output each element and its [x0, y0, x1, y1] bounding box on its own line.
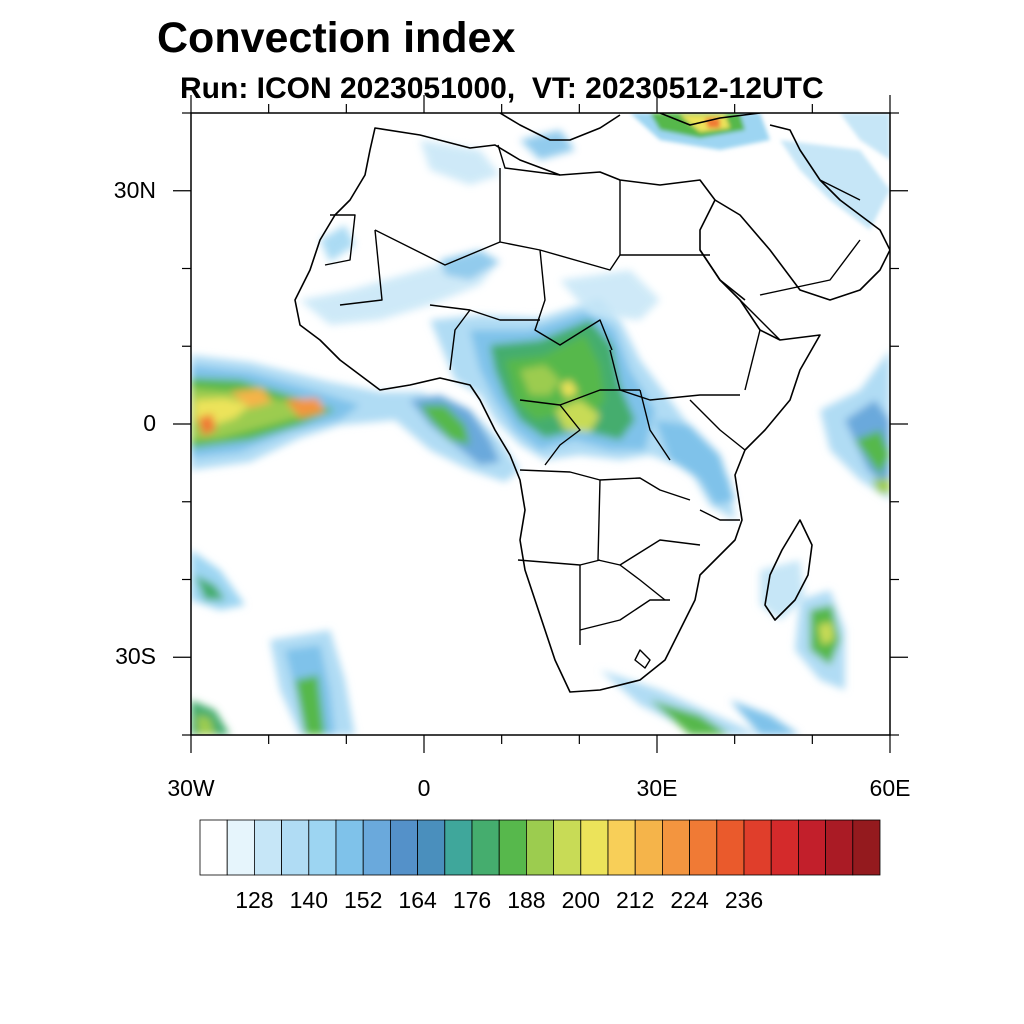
- y-tick-label: 30S: [115, 643, 156, 670]
- colorbar-swatch: [362, 819, 391, 876]
- colorbar-swatch: [689, 819, 718, 876]
- colorbar: [199, 819, 881, 876]
- colorbar-swatch: [389, 819, 418, 876]
- x-tick-label: 0: [417, 775, 431, 801]
- colorbar-label: 140: [289, 887, 328, 913]
- colorbar-label: 188: [507, 887, 546, 913]
- convection-area: [795, 590, 845, 690]
- y-tick-label: 30N: [113, 176, 156, 203]
- colorbar-swatch: [444, 819, 473, 876]
- colorbar-swatch: [580, 819, 609, 876]
- convection-field: [191, 113, 890, 735]
- axis-ticks: [173, 95, 908, 753]
- convection-area: [300, 130, 660, 325]
- convection-area: [191, 355, 520, 482]
- colorbar-swatch: [770, 819, 799, 876]
- colorbar-label: 212: [616, 887, 655, 913]
- colorbar-swatch: [335, 819, 364, 876]
- y-tick-label: 0: [143, 410, 156, 436]
- x-tick-label: 60E: [869, 775, 911, 801]
- colorbar-label: 236: [724, 887, 764, 913]
- colorbar-swatch: [281, 819, 310, 876]
- colorbar-swatch: [662, 819, 691, 876]
- colorbar-label: 200: [561, 887, 600, 913]
- map-title: Convection index: [157, 14, 516, 62]
- colorbar-label: 128: [235, 887, 274, 913]
- colorbar-label: 224: [670, 887, 709, 913]
- coastlines: [294, 113, 890, 693]
- convection-area: [760, 350, 890, 620]
- colorbar-swatch: [607, 819, 636, 876]
- x-tick-label: 30W: [167, 775, 215, 801]
- colorbar-swatch: [553, 819, 582, 876]
- colorbar-swatch: [716, 819, 745, 876]
- colorbar-swatch: [417, 819, 446, 876]
- colorbar-swatch: [471, 819, 500, 876]
- country-borders: [324, 144, 861, 669]
- map-subtitle: Run: ICON 2023051000, VT: 20230512-12UTC: [180, 72, 824, 105]
- colorbar-swatch: [743, 819, 772, 876]
- colorbar-swatch: [634, 819, 663, 876]
- colorbar-swatch: [825, 819, 854, 876]
- colorbar-swatch: [199, 819, 228, 876]
- colorbar-swatch: [852, 819, 881, 876]
- x-tick-label: 30E: [636, 775, 678, 801]
- colorbar-label: 164: [398, 887, 437, 913]
- colorbar-label: 176: [452, 887, 492, 913]
- colorbar-swatch: [308, 819, 337, 876]
- colorbar-swatch: [798, 819, 827, 876]
- colorbar-swatch: [253, 819, 282, 876]
- colorbar-label: 152: [344, 887, 383, 913]
- convection-area: [191, 550, 800, 735]
- colorbar-swatch: [498, 819, 527, 876]
- convection-area: [430, 298, 735, 520]
- colorbar-swatch: [526, 819, 555, 876]
- colorbar-swatch: [226, 819, 255, 876]
